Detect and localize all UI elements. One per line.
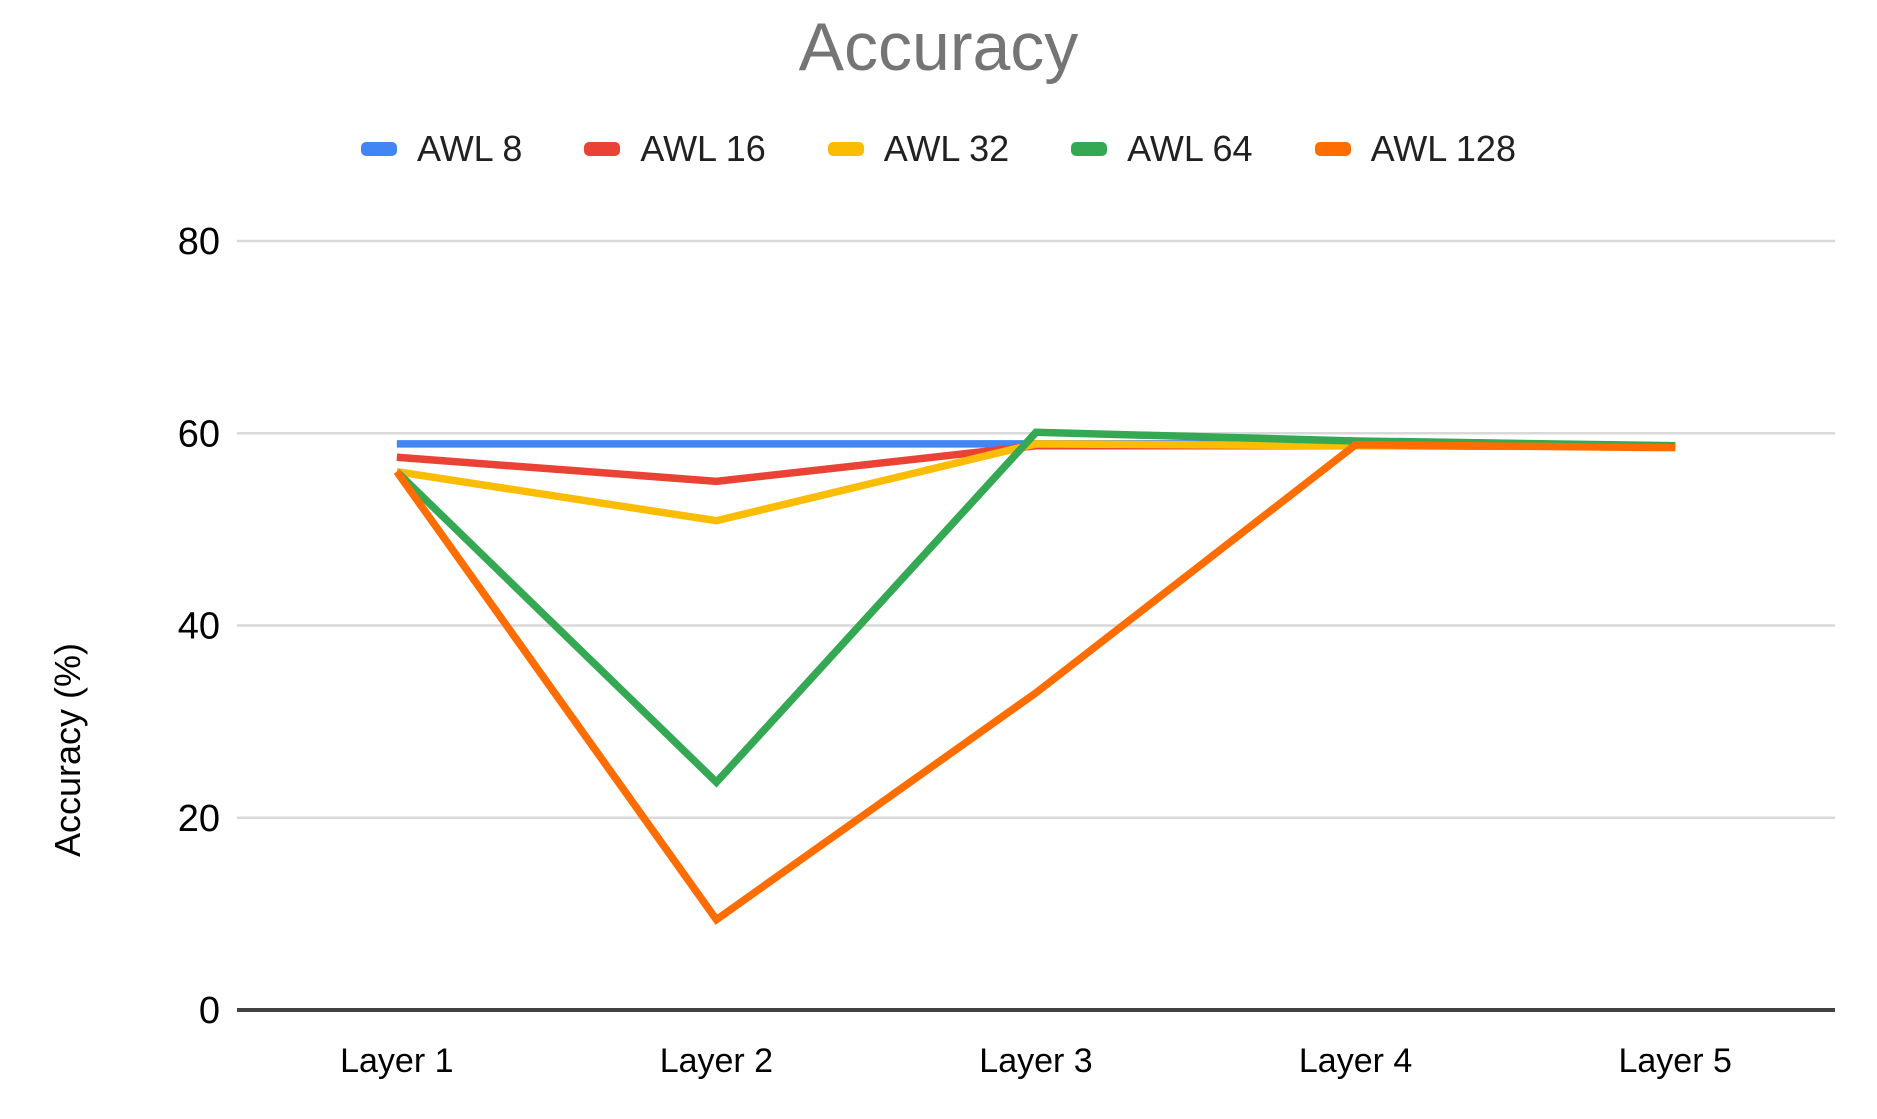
y-tick-label: 20	[178, 798, 220, 840]
series-line-awl-16	[396, 441, 1676, 486]
y-tick-label: 40	[178, 606, 220, 648]
legend-swatch-awl-32	[827, 142, 864, 156]
legend-item-awl-16: AWL 16	[584, 128, 766, 170]
x-axis-label: Layer 3	[979, 1042, 1092, 1080]
legend-item-awl-32: AWL 32	[827, 128, 1010, 170]
legend-item-awl-64: AWL 64	[1071, 128, 1253, 170]
x-axis-label: Layer 4	[1299, 1042, 1412, 1080]
legend-swatch-awl-64	[1071, 142, 1108, 156]
y-tick-label: 60	[178, 413, 220, 455]
legend-label: AWL 128	[1370, 128, 1516, 169]
series-line-awl-32	[396, 440, 1676, 525]
x-axis-label: Layer 5	[1618, 1042, 1731, 1080]
legend-label: AWL 16	[640, 128, 766, 169]
chart-title: Accuracy	[798, 9, 1079, 85]
chart-legend: AWL 8 AWL 16 AWL 32 AWL 64 AWL 128	[0, 128, 1877, 170]
legend-item-awl-128: AWL 128	[1314, 128, 1516, 170]
x-axis-label: Layer 2	[660, 1042, 773, 1080]
legend-swatch-awl-16	[584, 142, 621, 156]
legend-label: AWL 64	[1127, 128, 1253, 169]
legend-item-awl-8: AWL 8	[361, 128, 522, 170]
series-line-awl-64	[394, 428, 1676, 788]
y-tick-label: 0	[199, 990, 220, 1032]
legend-swatch-awl-128	[1314, 142, 1351, 156]
legend-label: AWL 8	[417, 128, 523, 169]
y-tick-label: 80	[178, 221, 220, 263]
legend-swatch-awl-8	[361, 142, 398, 156]
legend-label: AWL 32	[883, 128, 1010, 169]
y-axis-title: Accuracy (%)	[47, 643, 88, 857]
series-line-awl-128	[393, 441, 1676, 925]
x-axis-label: Layer 1	[340, 1042, 453, 1080]
